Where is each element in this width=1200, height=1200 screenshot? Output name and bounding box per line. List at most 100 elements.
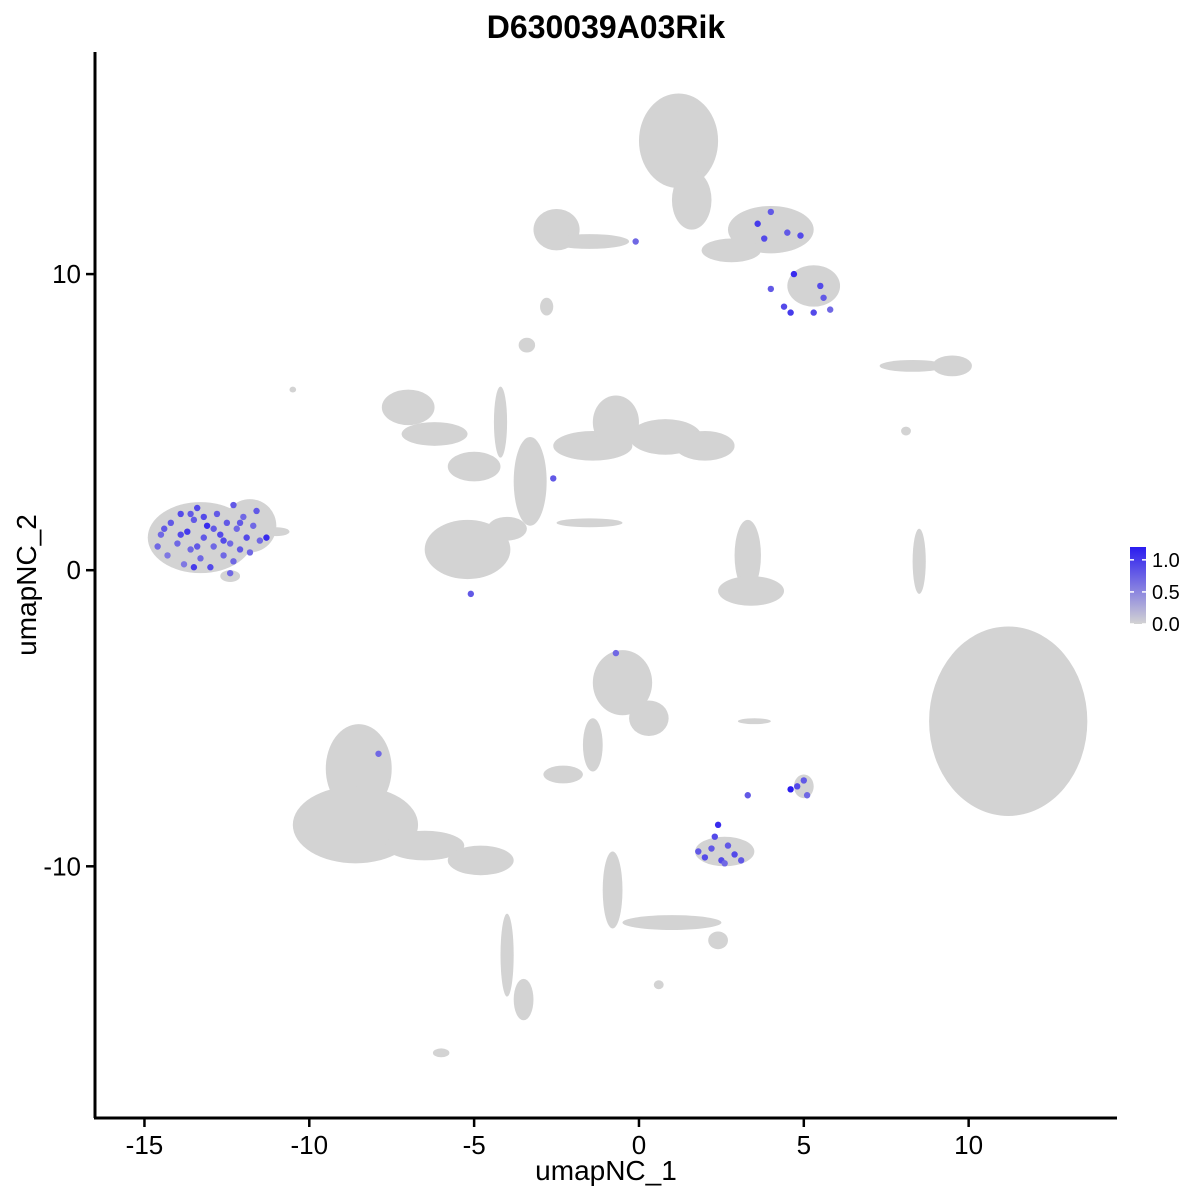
expressing-cell-point	[177, 531, 184, 538]
expressing-cell-point	[731, 851, 738, 858]
cell-cluster-28	[932, 355, 972, 377]
cell-cluster-31	[592, 650, 653, 716]
x-axis-title: umapNC_1	[535, 1155, 677, 1186]
expressing-cell-point	[226, 540, 234, 547]
expressing-cell-point	[220, 537, 227, 544]
expressing-cell-point	[550, 475, 557, 482]
chart-title: D630039A03Rik	[487, 9, 726, 45]
cell-cluster-30	[929, 626, 1088, 816]
cell-cluster-25	[734, 519, 761, 591]
expressing-cell-point	[737, 857, 745, 864]
y-tick-label: 10	[52, 259, 81, 289]
expressing-cell-point	[467, 590, 475, 598]
expressing-cell-point	[803, 792, 811, 799]
cell-cluster-40	[385, 830, 465, 861]
expressing-cell-point	[190, 516, 198, 524]
expressing-cell-point	[810, 309, 817, 316]
expressing-cell-point	[797, 232, 804, 239]
expressing-cell-point	[790, 270, 798, 278]
expressing-cell-point	[800, 777, 808, 784]
cell-cluster-4	[638, 93, 719, 189]
expressing-cell-point	[194, 504, 201, 512]
cell-cluster-12	[381, 389, 435, 426]
expressing-cell-point	[826, 306, 834, 313]
expressing-cell-point	[817, 282, 824, 290]
cell-cluster-1	[223, 499, 277, 553]
x-axis-ticks: -15 -10 -5 0 5 10	[126, 1118, 983, 1160]
colorbar-tick-label: 0.0	[1152, 614, 1180, 636]
expressing-cell-point	[154, 543, 161, 550]
cell-cluster-43	[513, 978, 534, 1021]
expressing-cell-point	[256, 537, 264, 544]
background-cells	[147, 93, 1088, 1058]
cell-cluster-10	[701, 238, 761, 263]
cell-cluster-15	[424, 519, 511, 580]
expressing-cell-point	[223, 519, 231, 527]
expressing-cell-point	[230, 558, 237, 565]
cell-cluster-33	[582, 718, 603, 772]
expressing-cell-point	[184, 528, 191, 535]
expressing-cell-point	[708, 845, 715, 852]
expressing-cell-point	[236, 546, 244, 553]
cell-cluster-9	[549, 234, 630, 249]
cell-cluster-48	[653, 980, 664, 990]
expressing-cell-point	[767, 208, 775, 216]
expressing-cells	[154, 208, 834, 867]
x-tick-label: 5	[797, 1130, 811, 1160]
expressing-cell-point	[233, 525, 240, 532]
cell-cluster-21	[592, 395, 639, 449]
expressing-cell-point	[167, 519, 175, 527]
cell-cluster-7	[787, 265, 841, 307]
cell-cluster-29	[912, 528, 926, 594]
cell-cluster-19	[556, 518, 623, 528]
expressing-cell-point	[243, 534, 250, 541]
expressing-cell-point	[632, 238, 639, 245]
y-tick-label: 0	[67, 555, 81, 585]
color-legend: 0.0 0.5 1.0	[1130, 547, 1180, 636]
x-tick-label: 0	[632, 1130, 646, 1160]
expressing-cell-point	[375, 750, 382, 757]
colorbar-tick-label: 1.0	[1152, 550, 1180, 572]
expressing-cell-point	[767, 285, 775, 293]
expressing-cell-point	[263, 534, 270, 541]
expressing-cell-point	[194, 543, 201, 550]
expressing-cell-point	[180, 561, 188, 568]
cell-cluster-18	[493, 386, 508, 458]
cell-cluster-17	[513, 436, 547, 526]
y-axis-title: umapNC_2	[11, 514, 42, 656]
cell-cluster-47	[432, 1048, 450, 1058]
expressing-cell-point	[761, 235, 768, 242]
cell-cluster-36	[793, 774, 814, 799]
cell-cluster-13	[401, 422, 468, 446]
expressing-cell-point	[754, 220, 761, 227]
expressing-cell-point	[230, 501, 237, 509]
expressing-cell-point	[200, 513, 207, 521]
x-tick-label: -15	[126, 1130, 164, 1160]
expressing-cell-point	[190, 564, 198, 571]
y-axis-ticks: -10 0 10	[43, 259, 95, 881]
expressing-cell-point	[787, 309, 794, 316]
cell-cluster-32	[629, 700, 669, 737]
cell-cluster-27	[879, 359, 946, 372]
cell-cluster-16	[487, 516, 527, 541]
cell-cluster-34	[543, 765, 583, 784]
expressing-cell-point	[220, 552, 227, 559]
expressing-cell-point	[177, 510, 184, 518]
expressing-cell-point	[784, 229, 791, 236]
cell-cluster-11	[540, 297, 554, 316]
cell-cluster-5	[671, 170, 712, 230]
x-tick-label: 10	[954, 1130, 983, 1160]
cell-cluster-23	[675, 431, 735, 461]
cell-cluster-49	[289, 386, 297, 393]
cell-cluster-50	[901, 426, 911, 436]
expressing-cell-point	[210, 543, 217, 550]
cell-cluster-2	[263, 527, 290, 537]
expressing-cell-point	[203, 522, 211, 529]
expressing-cell-point	[213, 510, 221, 518]
x-tick-label: -10	[291, 1130, 329, 1160]
expressing-cell-point	[246, 549, 254, 556]
expressing-cell-point	[187, 546, 194, 553]
cell-cluster-42	[500, 913, 514, 997]
expressing-cell-point	[820, 294, 827, 301]
